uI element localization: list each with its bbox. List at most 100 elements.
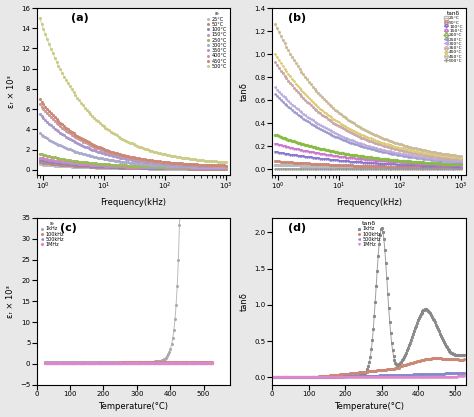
450°C	[147, 158, 153, 163]
300°C	[223, 165, 228, 170]
1kHz	[281, 375, 286, 380]
50°C	[80, 163, 86, 168]
50°C	[37, 160, 43, 165]
1kHz	[379, 226, 385, 231]
500kHz	[461, 370, 467, 375]
500°C	[223, 160, 228, 165]
100kHz	[461, 357, 467, 362]
500kHz	[157, 360, 163, 365]
450°C	[37, 97, 43, 102]
500kHz	[108, 360, 114, 365]
450°C	[133, 155, 138, 160]
X-axis label: Frequency(kHz): Frequency(kHz)	[100, 198, 166, 207]
100kHz	[269, 375, 275, 380]
100kHz	[446, 357, 451, 362]
X-axis label: Frequency(kHz): Frequency(kHz)	[336, 198, 402, 207]
400°C	[37, 102, 43, 107]
250°C	[213, 165, 219, 170]
50°C	[223, 166, 228, 171]
Y-axis label: tanδ: tanδ	[240, 82, 249, 101]
300°C	[213, 165, 219, 170]
100kHz	[180, 360, 186, 365]
250°C	[147, 164, 153, 169]
350°C	[80, 143, 86, 148]
Line: 300°C: 300°C	[39, 133, 227, 168]
50°C	[147, 166, 153, 171]
300°C	[80, 151, 86, 156]
100kHz	[320, 374, 326, 379]
1kHz	[277, 375, 283, 380]
450°C	[208, 163, 213, 168]
Y-axis label: εᵣ × 10³: εᵣ × 10³	[6, 285, 15, 318]
300°C	[147, 162, 153, 167]
1kHz	[269, 375, 275, 380]
500°C	[80, 103, 86, 108]
250°C	[223, 165, 228, 170]
X-axis label: Temperature(°C): Temperature(°C)	[334, 402, 404, 412]
150°C	[208, 166, 213, 171]
25°C	[213, 166, 219, 171]
Line: 100kHz: 100kHz	[44, 362, 213, 363]
350°C	[73, 140, 78, 145]
Legend: 25°C, 50°C, 100°C, 150°C, 250°C, 300°C, 350°C, 400°C, 450°C, 500°C: 25°C, 50°C, 100°C, 150°C, 250°C, 300°C, …	[205, 10, 228, 70]
1MHz	[461, 374, 467, 379]
1MHz	[277, 375, 283, 380]
1kHz	[452, 352, 458, 357]
1MHz	[209, 361, 215, 366]
100°C	[223, 166, 228, 171]
100°C	[73, 162, 78, 167]
150°C	[223, 166, 228, 171]
300°C	[133, 161, 138, 166]
Line: 50°C: 50°C	[39, 161, 227, 169]
100kHz	[97, 360, 103, 365]
400°C	[147, 158, 153, 163]
Line: 1MHz: 1MHz	[44, 362, 213, 364]
100°C	[208, 166, 213, 171]
500kHz	[42, 360, 48, 365]
350°C	[133, 158, 138, 163]
Line: 25°C: 25°C	[39, 163, 227, 170]
250°C	[133, 163, 138, 168]
500kHz	[269, 375, 275, 380]
100°C	[133, 165, 138, 170]
Line: 100°C: 100°C	[39, 159, 227, 169]
250°C	[208, 165, 213, 170]
100kHz	[281, 375, 286, 380]
100kHz	[209, 360, 215, 365]
Line: 350°C: 350°C	[39, 113, 227, 167]
450°C	[73, 132, 78, 137]
450°C	[80, 137, 86, 142]
500kHz	[305, 375, 310, 380]
500kHz	[451, 371, 457, 376]
100kHz	[452, 357, 458, 362]
100kHz	[129, 360, 135, 365]
1kHz	[129, 359, 135, 364]
1MHz	[445, 374, 450, 379]
100kHz	[157, 360, 163, 365]
400°C	[80, 139, 86, 144]
Y-axis label: tanδ: tanδ	[240, 292, 249, 311]
1kHz	[42, 359, 48, 364]
1kHz	[136, 359, 142, 364]
Line: 500kHz: 500kHz	[271, 372, 465, 378]
1MHz	[269, 375, 275, 380]
Line: 250°C: 250°C	[39, 153, 227, 168]
1kHz	[320, 375, 326, 380]
25°C	[37, 162, 43, 167]
500kHz	[180, 360, 186, 365]
Text: (a): (a)	[72, 13, 89, 23]
300°C	[37, 131, 43, 136]
300°C	[208, 164, 213, 169]
450°C	[223, 163, 228, 168]
250°C	[37, 151, 43, 156]
X-axis label: Temperature(°C): Temperature(°C)	[99, 402, 168, 412]
500kHz	[97, 360, 103, 365]
50°C	[213, 166, 219, 171]
350°C	[208, 163, 213, 168]
1MHz	[305, 375, 310, 380]
1kHz	[97, 359, 103, 364]
25°C	[147, 166, 153, 171]
Y-axis label: εᵣ × 10³: εᵣ × 10³	[7, 75, 16, 108]
100°C	[37, 157, 43, 162]
Line: 100kHz: 100kHz	[271, 357, 465, 378]
